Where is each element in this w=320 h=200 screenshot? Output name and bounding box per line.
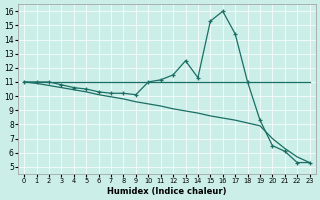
X-axis label: Humidex (Indice chaleur): Humidex (Indice chaleur): [107, 187, 227, 196]
